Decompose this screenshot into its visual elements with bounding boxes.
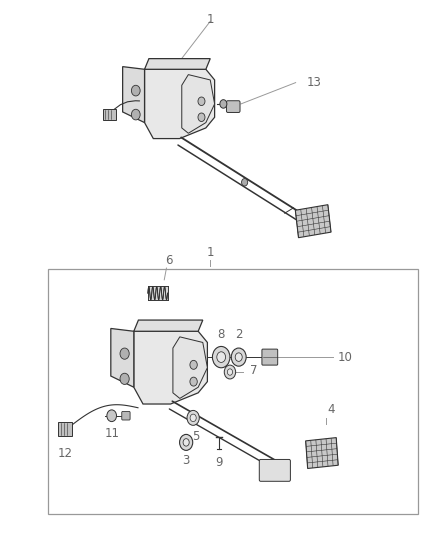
Polygon shape	[145, 59, 210, 69]
Circle shape	[183, 439, 189, 446]
Circle shape	[212, 346, 230, 368]
Circle shape	[198, 97, 205, 106]
Polygon shape	[134, 331, 208, 404]
Text: 1: 1	[206, 13, 214, 26]
Circle shape	[187, 410, 199, 425]
Circle shape	[224, 365, 236, 379]
Text: 9: 9	[215, 456, 223, 469]
Circle shape	[120, 348, 129, 359]
FancyBboxPatch shape	[122, 411, 130, 420]
Circle shape	[190, 377, 197, 386]
Text: 6: 6	[165, 254, 173, 266]
Text: 3: 3	[183, 454, 190, 467]
FancyBboxPatch shape	[226, 101, 240, 112]
Circle shape	[120, 373, 129, 384]
Text: 8: 8	[218, 328, 225, 341]
Circle shape	[131, 85, 140, 96]
Circle shape	[190, 360, 197, 369]
Circle shape	[231, 348, 246, 366]
Circle shape	[180, 434, 193, 450]
Text: 13: 13	[307, 76, 321, 89]
Circle shape	[107, 410, 117, 422]
Circle shape	[235, 353, 242, 361]
Text: 2: 2	[235, 328, 243, 341]
FancyBboxPatch shape	[103, 109, 116, 120]
Bar	[148, 287, 168, 300]
Circle shape	[220, 100, 227, 108]
Polygon shape	[306, 438, 338, 469]
Circle shape	[227, 369, 233, 375]
Text: 5: 5	[192, 430, 199, 442]
FancyBboxPatch shape	[259, 459, 290, 481]
Circle shape	[217, 352, 226, 362]
Text: 4: 4	[327, 403, 335, 416]
Polygon shape	[111, 328, 134, 387]
FancyBboxPatch shape	[262, 349, 278, 365]
Polygon shape	[173, 337, 208, 399]
Text: 1: 1	[206, 246, 214, 259]
Circle shape	[242, 179, 248, 186]
FancyBboxPatch shape	[58, 422, 72, 436]
Polygon shape	[182, 75, 215, 133]
Circle shape	[131, 109, 140, 120]
Text: 11: 11	[104, 427, 119, 440]
Text: 12: 12	[58, 447, 73, 459]
Polygon shape	[295, 205, 331, 238]
Bar	[48, 269, 418, 514]
Circle shape	[198, 113, 205, 122]
Polygon shape	[134, 320, 203, 331]
Polygon shape	[123, 67, 145, 123]
Text: 7: 7	[250, 364, 257, 377]
Circle shape	[190, 414, 196, 422]
Text: 10: 10	[337, 351, 352, 364]
Polygon shape	[145, 69, 215, 139]
